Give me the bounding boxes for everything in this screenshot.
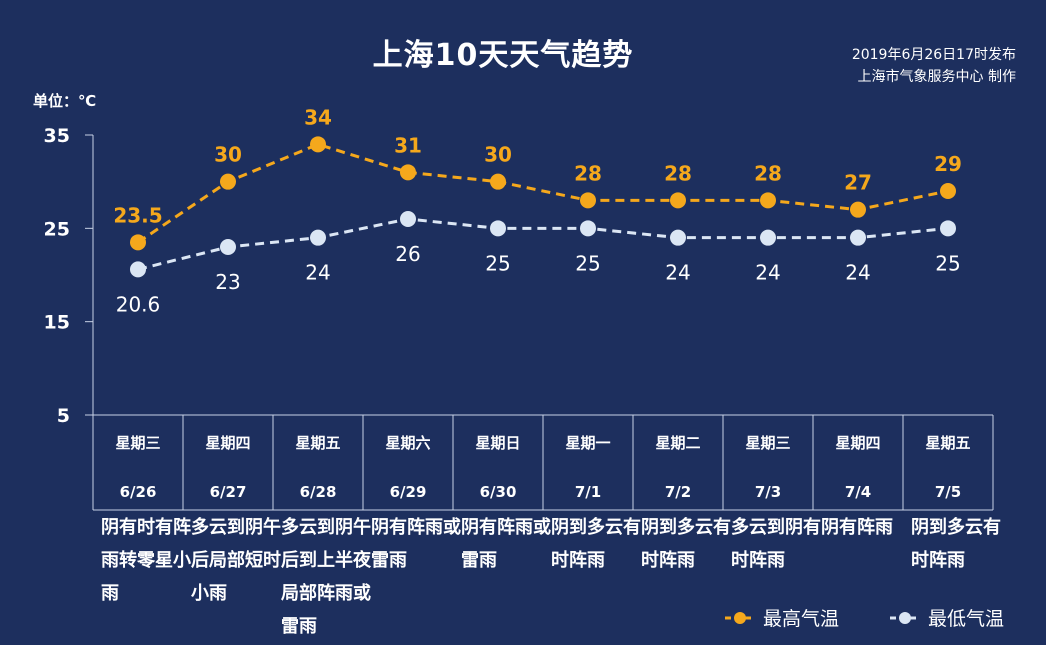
weekday-label: 星期二 (655, 434, 700, 452)
date-label: 7/1 (575, 483, 601, 501)
data-point-low (490, 220, 506, 237)
data-point-low (130, 261, 146, 278)
data-label-low: 20.6 (116, 292, 161, 316)
data-label-low: 24 (755, 261, 780, 285)
data-point-low (850, 229, 866, 246)
issuer: 上海市气象服务中心 制作 (857, 69, 1016, 85)
date-label: 6/26 (120, 483, 157, 501)
data-point-low (670, 229, 686, 246)
legend-high-marker (725, 611, 755, 624)
data-label-high: 30 (214, 143, 242, 167)
data-label-low: 24 (305, 261, 330, 285)
weekday-label: 星期六 (385, 434, 430, 452)
issue-info: 2019年6月26日17时发布 上海市气象服务中心 制作 (852, 44, 1016, 88)
data-point-high (220, 173, 236, 190)
legend-high-label: 最高气温 (763, 608, 840, 630)
data-point-high (400, 164, 416, 181)
weekday-label: 星期日 (475, 434, 520, 452)
data-label-high: 28 (574, 161, 602, 185)
y-tick-label: 25 (44, 218, 70, 240)
weather-description: 多云到阴有时阵雨 (731, 517, 821, 571)
data-point-low (940, 220, 956, 237)
data-label-high: 31 (394, 133, 422, 157)
legend-low: 最低气温 (890, 604, 1004, 631)
date-label: 6/28 (300, 483, 337, 501)
date-label: 7/4 (845, 483, 871, 501)
weekday-label: 星期四 (835, 434, 880, 452)
weekday-label: 星期五 (925, 434, 970, 452)
data-label-high: 28 (754, 161, 782, 185)
series-line-high (137, 142, 949, 244)
legend-low-label: 最低气温 (928, 608, 1005, 630)
weather-description: 多云到阴午后到上半夜局部阵雨或雷雨 (281, 517, 371, 637)
legend-low-marker (890, 611, 920, 624)
date-label: 6/30 (480, 483, 517, 501)
weather-description: 阴到多云有时阵雨 (911, 517, 1001, 571)
data-point-high (670, 192, 686, 209)
data-label-low: 25 (485, 251, 510, 275)
data-point-low (760, 229, 776, 246)
weekday-label: 星期五 (295, 434, 340, 452)
data-point-low (400, 211, 416, 227)
weather-description: 阴有阵雨或雷雨 (461, 517, 551, 571)
data-label-low: 24 (665, 261, 690, 285)
data-point-low (580, 220, 596, 237)
data-label-high: 29 (934, 152, 962, 176)
weather-description: 阴有时有阵雨转零星小雨 (101, 517, 191, 604)
data-point-high (130, 234, 146, 251)
data-point-high (490, 173, 506, 190)
data-label-high: 34 (304, 105, 332, 129)
y-tick-label: 15 (44, 312, 70, 334)
date-label: 7/2 (665, 483, 691, 501)
data-label-high: 27 (844, 171, 872, 195)
data-label-low: 24 (845, 261, 870, 285)
data-point-high (940, 183, 956, 199)
legend-high: 最高气温 (725, 604, 839, 631)
data-point-high (760, 192, 776, 209)
data-label-low: 25 (575, 251, 600, 275)
weather-description: 多云到阴午后局部短时小雨 (191, 517, 281, 604)
weekday-label: 星期四 (205, 434, 250, 452)
weekday-label: 星期一 (565, 434, 610, 452)
y-tick-label: 35 (44, 125, 70, 147)
data-label-low: 23 (215, 270, 240, 294)
data-label-low: 26 (395, 242, 420, 266)
weather-description: 阴到多云有时阵雨 (551, 517, 641, 571)
date-label: 7/5 (935, 483, 961, 501)
data-label-high: 30 (484, 143, 512, 167)
weather-description: 阴有阵雨 (821, 517, 893, 538)
data-label-low: 25 (935, 251, 960, 275)
weekday-label: 星期三 (115, 434, 160, 452)
issued-time: 2019年6月26日17时发布 (851, 47, 1016, 63)
data-point-high (850, 201, 866, 218)
data-point-low (220, 239, 236, 255)
date-label: 7/3 (755, 483, 781, 501)
weather-description: 阴到多云有时阵雨 (641, 517, 731, 571)
y-tick-label: 5 (57, 405, 70, 427)
data-label-high: 23.5 (113, 203, 162, 227)
data-label-high: 28 (664, 161, 692, 185)
chart-title: 上海10天天气趋势 (372, 38, 634, 73)
data-point-high (580, 192, 596, 209)
weekday-label: 星期三 (745, 434, 790, 452)
date-label: 6/29 (390, 483, 427, 501)
data-point-high (310, 136, 326, 153)
data-point-low (310, 229, 326, 246)
unit-label: 单位：℃ (33, 92, 97, 110)
weather-description: 阴有阵雨或雷雨 (371, 517, 461, 571)
date-label: 6/27 (210, 483, 247, 501)
series-line-low (137, 217, 949, 271)
